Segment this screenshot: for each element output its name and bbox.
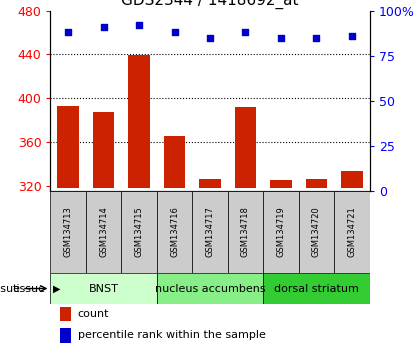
Bar bbox=[157, 191, 192, 273]
Text: GSM134716: GSM134716 bbox=[170, 206, 179, 257]
Bar bbox=[263, 273, 370, 304]
Bar bbox=[129, 56, 150, 188]
Point bbox=[242, 29, 249, 35]
Bar bbox=[50, 191, 86, 273]
Bar bbox=[299, 191, 334, 273]
Bar bbox=[200, 179, 221, 188]
Bar bbox=[306, 179, 327, 188]
Point bbox=[349, 33, 355, 39]
Bar bbox=[263, 191, 299, 273]
Bar bbox=[270, 180, 291, 188]
Text: count: count bbox=[78, 309, 109, 319]
Bar bbox=[228, 191, 263, 273]
Bar bbox=[341, 171, 362, 188]
Bar bbox=[334, 191, 370, 273]
Bar bbox=[235, 107, 256, 188]
Point bbox=[136, 22, 142, 28]
Text: tissue: tissue bbox=[13, 284, 46, 293]
Point bbox=[171, 29, 178, 35]
Text: GSM134720: GSM134720 bbox=[312, 206, 321, 257]
Bar bbox=[60, 328, 71, 343]
Point bbox=[207, 35, 213, 41]
Point bbox=[65, 29, 71, 35]
Point bbox=[278, 35, 284, 41]
Text: tissue: tissue bbox=[0, 284, 20, 293]
Bar bbox=[164, 136, 185, 188]
Bar bbox=[50, 273, 157, 304]
Point bbox=[313, 35, 320, 41]
Text: GSM134721: GSM134721 bbox=[347, 206, 356, 257]
Bar bbox=[86, 191, 121, 273]
Text: GSM134717: GSM134717 bbox=[205, 206, 215, 257]
Text: GSM134715: GSM134715 bbox=[134, 206, 144, 257]
Bar bbox=[192, 191, 228, 273]
Bar bbox=[93, 112, 114, 188]
Bar bbox=[157, 273, 263, 304]
Text: BNST: BNST bbox=[89, 284, 118, 293]
Bar bbox=[121, 191, 157, 273]
Bar bbox=[58, 106, 79, 188]
Point bbox=[100, 24, 107, 30]
Title: GDS2344 / 1418692_at: GDS2344 / 1418692_at bbox=[121, 0, 299, 9]
Text: percentile rank within the sample: percentile rank within the sample bbox=[78, 330, 265, 340]
Text: GSM134719: GSM134719 bbox=[276, 206, 286, 257]
Text: dorsal striatum: dorsal striatum bbox=[274, 284, 359, 293]
Text: nucleus accumbens: nucleus accumbens bbox=[155, 284, 265, 293]
Text: GSM134713: GSM134713 bbox=[64, 206, 73, 257]
Text: GSM134714: GSM134714 bbox=[99, 206, 108, 257]
Text: ▶: ▶ bbox=[52, 284, 60, 293]
Bar bbox=[60, 307, 71, 321]
Text: GSM134718: GSM134718 bbox=[241, 206, 250, 257]
